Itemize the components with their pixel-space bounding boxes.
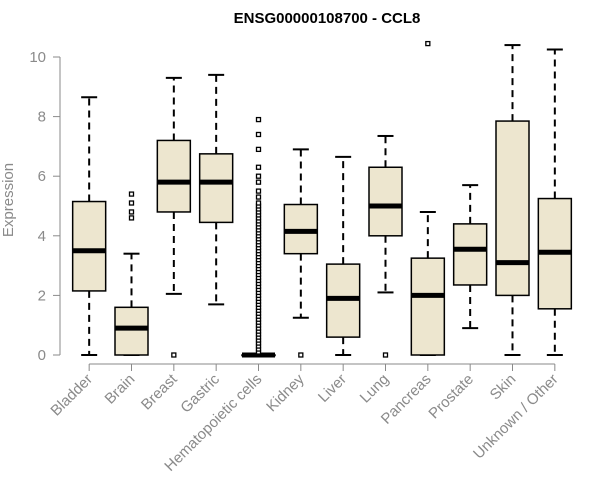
x-tick-label: Liver [315, 371, 350, 406]
box-gastric [198, 73, 234, 306]
outlier-point [255, 194, 262, 200]
box-body [71, 200, 107, 292]
box-pancreas [410, 40, 446, 356]
y-axis-label: Expression [0, 163, 17, 237]
x-tick-label: Brain [102, 371, 139, 408]
outlier-point [128, 209, 135, 215]
box-body [452, 223, 488, 286]
y-tick-label: 0 [38, 347, 46, 364]
outlier-point [128, 191, 135, 197]
outlier-point [255, 200, 262, 206]
outlier-point [298, 352, 304, 358]
outlier-point [128, 200, 135, 206]
chart-title: ENSG00000108700 - CCL8 [234, 10, 421, 27]
box-body [156, 139, 192, 213]
outlier-point [425, 40, 431, 47]
box-hematopoietic-cells [241, 116, 276, 358]
box-kidney [283, 148, 319, 358]
y-tick-label: 4 [38, 228, 46, 245]
outlier-point [171, 352, 177, 358]
box-prostate [452, 184, 488, 330]
box-body [114, 306, 149, 356]
box-liver [325, 155, 361, 356]
outlier-point [255, 116, 262, 123]
y-tick-label: 8 [38, 109, 46, 126]
outlier-point [382, 352, 389, 358]
x-tick-label: Lung [357, 371, 393, 407]
box-skin [495, 44, 530, 356]
box-bladder [71, 96, 107, 356]
x-tick-label: Prostate [425, 371, 477, 423]
box-body [410, 257, 446, 356]
outlier-point [255, 179, 262, 185]
box-lung [368, 134, 403, 358]
box-brain [114, 191, 149, 356]
outlier-point [255, 173, 262, 179]
y-tick-label: 6 [38, 168, 46, 185]
x-tick-label: Kidney [263, 370, 308, 415]
x-tick-label: Breast [138, 370, 181, 413]
outlier-point [255, 164, 262, 170]
box-breast [156, 76, 192, 358]
y-tick-label: 10 [29, 49, 46, 66]
outlier-point [255, 131, 262, 138]
outlier-point [128, 215, 135, 221]
box-body [495, 120, 530, 297]
outlier-point [255, 146, 262, 153]
y-tick-label: 2 [38, 287, 46, 304]
box-body [368, 166, 403, 237]
box-unknown-other [537, 48, 573, 356]
y-axis: 0 2 4 6 8 10 [29, 49, 61, 364]
x-tick-label: Bladder [47, 371, 96, 420]
x-tick-label: Skin [487, 371, 520, 404]
box-body [198, 153, 234, 224]
boxes-group [71, 40, 573, 358]
outlier-point [255, 188, 262, 194]
